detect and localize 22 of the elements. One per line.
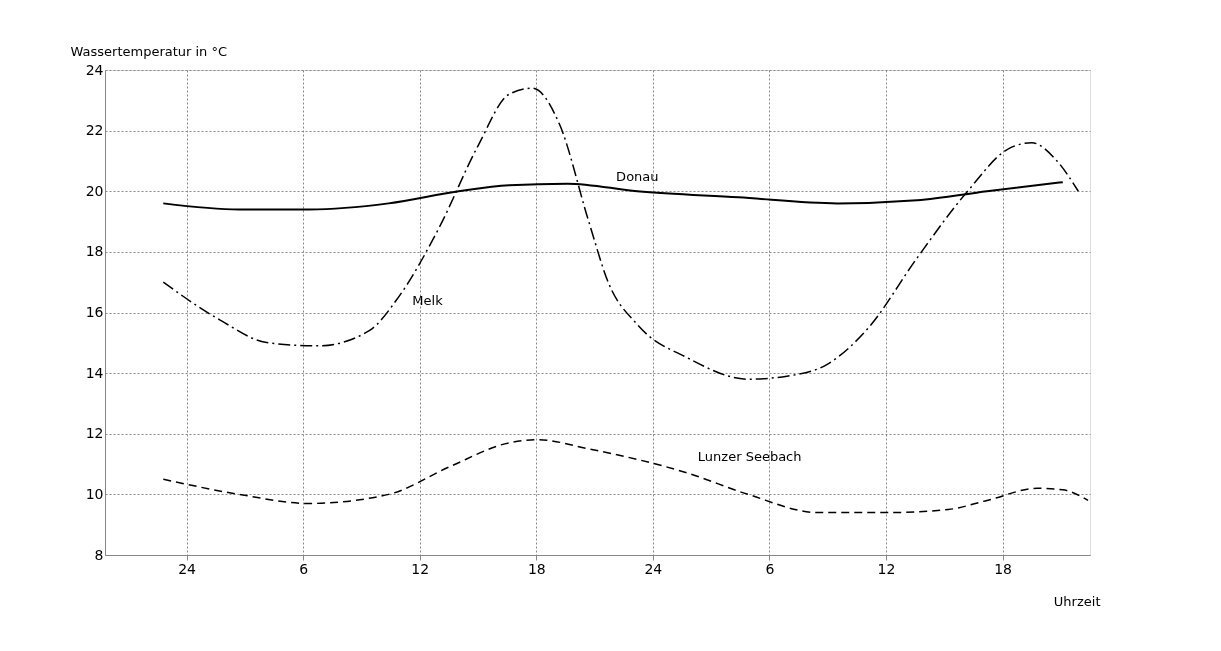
x-tick-label: 18	[527, 560, 546, 577]
y-tick-label: 12	[85, 425, 104, 442]
x-tick-label: 12	[877, 560, 896, 577]
series-label: Donau	[616, 169, 659, 185]
y-tick-label: 8	[94, 546, 104, 563]
y-tick-label: 14	[85, 364, 104, 381]
series-label: Melk	[412, 293, 444, 309]
x-tick-label: 24	[644, 560, 663, 577]
x-tick-label: 18	[994, 560, 1012, 577]
x-axis-title: Uhrzeit	[1053, 593, 1101, 609]
y-tick-label: 16	[85, 304, 104, 320]
y-tick-label: 24	[85, 61, 104, 78]
x-tick-label: 24	[178, 560, 197, 577]
series-label: Lunzer Seebach	[697, 449, 802, 465]
x-tick-label: 6	[299, 560, 309, 577]
y-axis-title: Wassertemperatur in °C	[70, 43, 228, 59]
y-tick-label: 10	[85, 485, 104, 502]
y-tick-label: 20	[85, 182, 104, 199]
x-tick-label: 6	[765, 560, 775, 577]
x-tick-label: 12	[411, 560, 430, 577]
y-tick-label: 22	[85, 122, 104, 139]
y-tick-label: 18	[85, 243, 104, 260]
